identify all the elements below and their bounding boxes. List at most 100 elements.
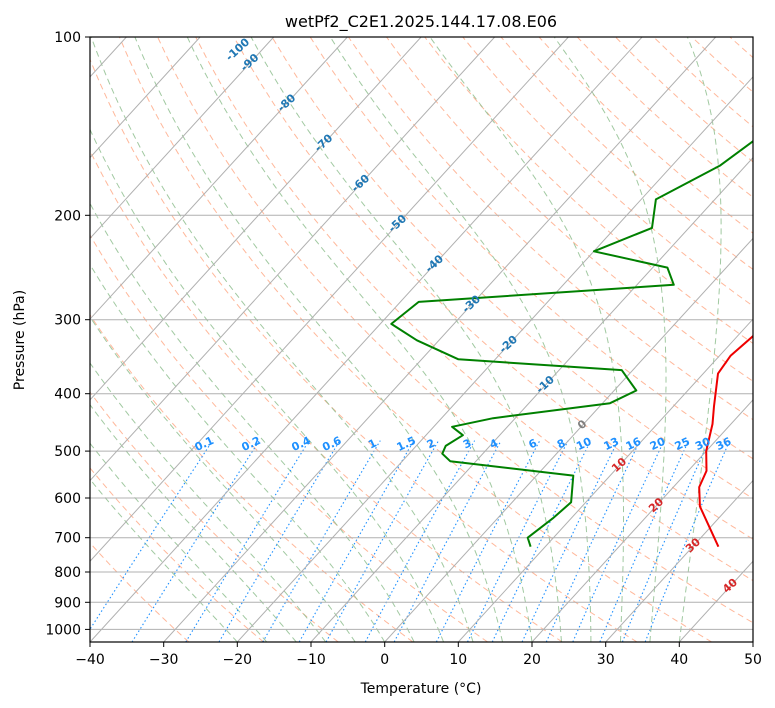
mixing-ratio-line [298,440,415,642]
mixing-ratio-line [393,440,502,642]
dry-adiabat [424,37,753,344]
plot-frame [89,36,754,643]
moist-adiabat [90,362,327,642]
mixing-ratio-line [364,440,476,642]
isotherm [90,37,348,320]
isotherm [384,237,753,642]
moist-adiabat [90,263,386,642]
x-tick-label: 50 [744,652,762,668]
dry-adiabat [653,37,753,128]
mixing-ratio-line [621,440,710,642]
temperature-line [698,334,753,548]
x-tick-label: 0 [380,652,389,668]
isotherm [457,318,753,642]
x-tick-label: 10 [449,652,467,668]
isotherm [90,37,275,240]
mixing-ratio-line [131,440,260,642]
chart-title: wetPf2_C2E1.2025.144.17.08.E06 [285,12,557,32]
y-tick-label: 400 [54,387,81,403]
dry-adiabat [576,37,753,198]
dry-adiabat [347,37,753,421]
mixing-ratio-label: 30 [693,435,713,453]
mixing-ratio-line [262,440,381,642]
moist-adiabat [90,37,474,642]
y-tick-label: 500 [54,444,81,460]
mixing-ratio-line [325,440,440,642]
mixing-ratio-label: 2 [425,436,437,451]
dewpoint-line [390,140,753,548]
isotherm [90,37,201,159]
mixing-ratio-label: 25 [673,435,692,453]
mixing-ratio-line [90,440,214,631]
mixing-ratio-label: 6 [527,436,540,451]
moist-adiabat [134,37,503,642]
isotherm [531,399,753,642]
isotherm [163,37,717,642]
dry-adiabat [90,467,264,642]
dry-adiabats [90,37,753,642]
isotherm [605,479,753,642]
dry-adiabat [90,58,638,642]
y-axis-label: Pressure (hPa) [12,290,28,390]
y-tick-label: 1000 [45,622,81,638]
mixing-ratio-label: 10 [574,435,594,453]
y-tick-label: 600 [54,491,81,507]
y-tick-label: 700 [54,531,81,547]
moist-adiabat [90,403,297,642]
moist-adiabat [90,315,356,642]
moist-adiabat [553,37,667,642]
y-tick-label: 100 [54,30,81,46]
y-tick-label: 200 [54,208,81,224]
dry-adiabat [90,542,190,642]
moist-adiabat [250,37,562,642]
plot-area: -100-90-80-70-60-50-40-30-20-10010203040… [90,37,753,642]
moist-adiabat [90,442,268,642]
isobar-lines [90,37,753,630]
isotherm [90,37,496,482]
x-axis-label: Temperature (°C) [360,681,482,697]
mixing-ratio-line [218,440,341,642]
dry-adiabat [118,37,712,642]
isotherm [752,641,753,642]
moist-adiabat [186,37,533,642]
mixing-ratio-line [185,440,310,642]
moist-adiabat [429,37,624,642]
dry-adiabat [271,37,753,500]
dry-adiabat [157,37,753,624]
mixing-ratio-label: 20 [648,435,668,453]
mixing-ratio-label: 13 [602,435,621,453]
x-tick-label: 40 [670,652,688,668]
mixing-ratio-line [599,440,690,642]
mixing-ratio-label: 4 [488,436,501,451]
moist-adiabat [90,478,238,642]
isotherm [236,76,753,642]
moist-adiabats [90,37,722,642]
mixing-ratio-line [572,440,665,642]
dry-adiabat [90,391,339,642]
dry-adiabat [90,149,563,642]
dry-adiabat [90,313,414,642]
x-tick-label: −30 [149,652,179,668]
x-tick-label: −40 [75,652,105,668]
isotherm [90,37,569,562]
x-tick-label: −20 [223,652,253,668]
y-tick-label: 300 [54,313,81,329]
dry-adiabat [309,37,753,460]
y-tick-label: 900 [54,595,81,611]
mixing-ratio-line [491,440,592,642]
x-tick-label: 30 [597,652,615,668]
x-axis-ticks: −40 −30 −20 −10 0 10 20 30 40 50 [75,642,762,668]
mixing-ratio-line [467,440,569,642]
profile-series [390,140,753,548]
isotherm [90,37,643,642]
isotherm [90,37,422,401]
isotherm-lines [90,37,753,642]
dry-adiabat [386,37,753,382]
moist-adiabat [678,37,722,642]
mixing-ratio-label: 16 [624,435,644,453]
x-tick-label: 20 [523,652,541,668]
y-tick-label: 800 [54,565,81,581]
mixing-ratio-lines [90,440,731,642]
dry-adiabat [90,234,488,642]
